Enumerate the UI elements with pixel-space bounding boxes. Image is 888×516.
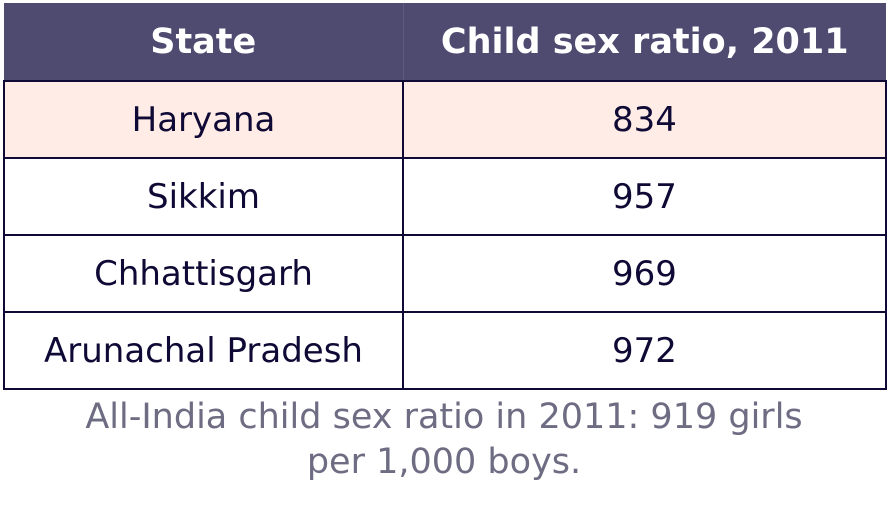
cell-ratio: 969: [402, 234, 887, 313]
cell-ratio: 834: [402, 80, 887, 159]
cell-state: Arunachal Pradesh: [3, 311, 404, 390]
header-child-sex-ratio: Child sex ratio, 2011: [402, 3, 886, 81]
cell-state: Haryana: [3, 80, 404, 159]
table-row-sikkim: Sikkim 957: [3, 157, 887, 236]
sex-ratio-table: State Child sex ratio, 2011 Haryana 834 …: [3, 3, 887, 390]
table-row-arunachal-pradesh: Arunachal Pradesh 972: [3, 311, 887, 390]
cell-state: Sikkim: [3, 157, 404, 236]
caption-line-2: per 1,000 boys.: [306, 442, 582, 482]
table-header: State Child sex ratio, 2011: [4, 3, 886, 81]
table-row-chhattisgarh: Chhattisgarh 969: [3, 234, 887, 313]
table-row-haryana: Haryana 834: [3, 80, 887, 159]
table-body: Haryana 834 Sikkim 957 Chhattisgarh 969 …: [3, 80, 887, 390]
table-caption: All-India child sex ratio in 2011: 919 g…: [0, 395, 888, 485]
sex-ratio-table-container: State Child sex ratio, 2011 Haryana 834 …: [3, 3, 887, 390]
cell-ratio: 957: [402, 157, 887, 236]
cell-ratio: 972: [402, 311, 887, 390]
caption-line-1: All-India child sex ratio in 2011: 919 g…: [85, 397, 803, 437]
header-state: State: [4, 3, 403, 81]
header-row: State Child sex ratio, 2011: [4, 3, 886, 81]
cell-state: Chhattisgarh: [3, 234, 404, 313]
